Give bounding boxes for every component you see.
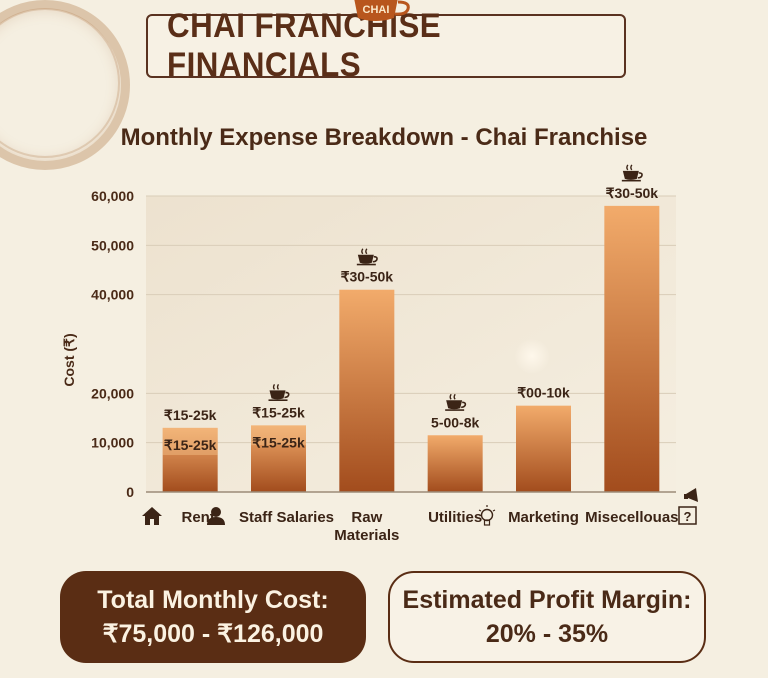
y-tick-label: 60,000	[91, 188, 134, 204]
bar-value-label: ₹15-25k	[252, 404, 305, 420]
total-cost-label: Total Monthly Cost:	[97, 586, 329, 614]
home-icon	[142, 507, 162, 525]
gridlines	[146, 195, 676, 444]
bar-2	[339, 289, 395, 492]
profit-margin-value: 20% - 35%	[485, 620, 609, 648]
y-tick-labels: 0 10,000 20,000 40,000 50,000 60,000	[91, 188, 134, 500]
category-label: Utilities	[428, 509, 482, 526]
chart-title: Monthly Expense Breakdown - Chai Franchi…	[120, 124, 648, 151]
profit-margin-card: Estimated Profit Margin: 20% - 35%	[388, 571, 706, 663]
light-glow	[514, 338, 550, 374]
megaphone-icon	[684, 488, 698, 502]
person-icon	[207, 507, 225, 525]
y-tick-label: 40,000	[91, 287, 134, 303]
category-label: Rent	[181, 509, 214, 526]
y-axis-label: Cost (₹)	[61, 333, 77, 386]
chai-cup-icon	[356, 248, 378, 266]
bar-inner-label: ₹15-25k	[164, 437, 217, 453]
bar-4	[516, 405, 571, 492]
chai-cup-icon	[268, 384, 290, 401]
bar-5	[604, 205, 660, 492]
bar-value-label: ₹00-10k	[517, 385, 570, 401]
category-label: Misecellouas	[585, 509, 678, 526]
y-tick-label: 0	[126, 484, 134, 500]
category-label: Staff Salaries	[239, 509, 334, 526]
total-cost-card: Total Monthly Cost: ₹75,000 - ₹126,000	[60, 571, 366, 663]
category-label: Raw	[351, 509, 382, 526]
total-cost-value: ₹75,000 - ₹126,000	[102, 620, 324, 648]
bar-value-label: ₹15-25k	[164, 407, 217, 423]
profit-margin-label: Estimated Profit Margin:	[402, 586, 692, 614]
bar-3	[427, 435, 483, 492]
question-icon: ?	[678, 506, 697, 525]
category-label: Materials	[334, 527, 399, 544]
chai-cup-icon	[445, 393, 467, 411]
badge-text: CHAI	[363, 4, 390, 16]
bar-value-label: 5-00-8k	[431, 414, 479, 430]
y-tick-label: 20,000	[91, 385, 134, 401]
coffee-stain	[0, 0, 130, 170]
bar-1	[251, 425, 306, 492]
bars: ₹15-25k ₹15-25k ₹15-25k ₹15-25k ₹30-50k 5-00-…	[162, 164, 660, 492]
bar-value-label: ₹30-50k	[606, 185, 659, 201]
bar-upper-segment-0	[162, 427, 218, 455]
y-tick-label: 50,000	[91, 237, 134, 253]
category-label: Marketing	[508, 509, 579, 526]
y-tick-label: 10,000	[91, 435, 134, 451]
bar-inner-label: ₹15-25k	[252, 434, 305, 450]
bar-upper-segment-1	[251, 425, 306, 446]
chai-cup-logo: CHAI	[354, 0, 410, 21]
chai-cup-icon	[621, 164, 643, 182]
svg-text:?: ?	[684, 509, 692, 524]
bar-value-label: ₹30-50k	[341, 269, 394, 285]
page-title: CHAI FRANCHISE FINANCIALS	[167, 7, 442, 84]
lightbulb-icon	[478, 505, 496, 526]
bar-0	[162, 427, 218, 492]
plot-area	[146, 196, 676, 492]
